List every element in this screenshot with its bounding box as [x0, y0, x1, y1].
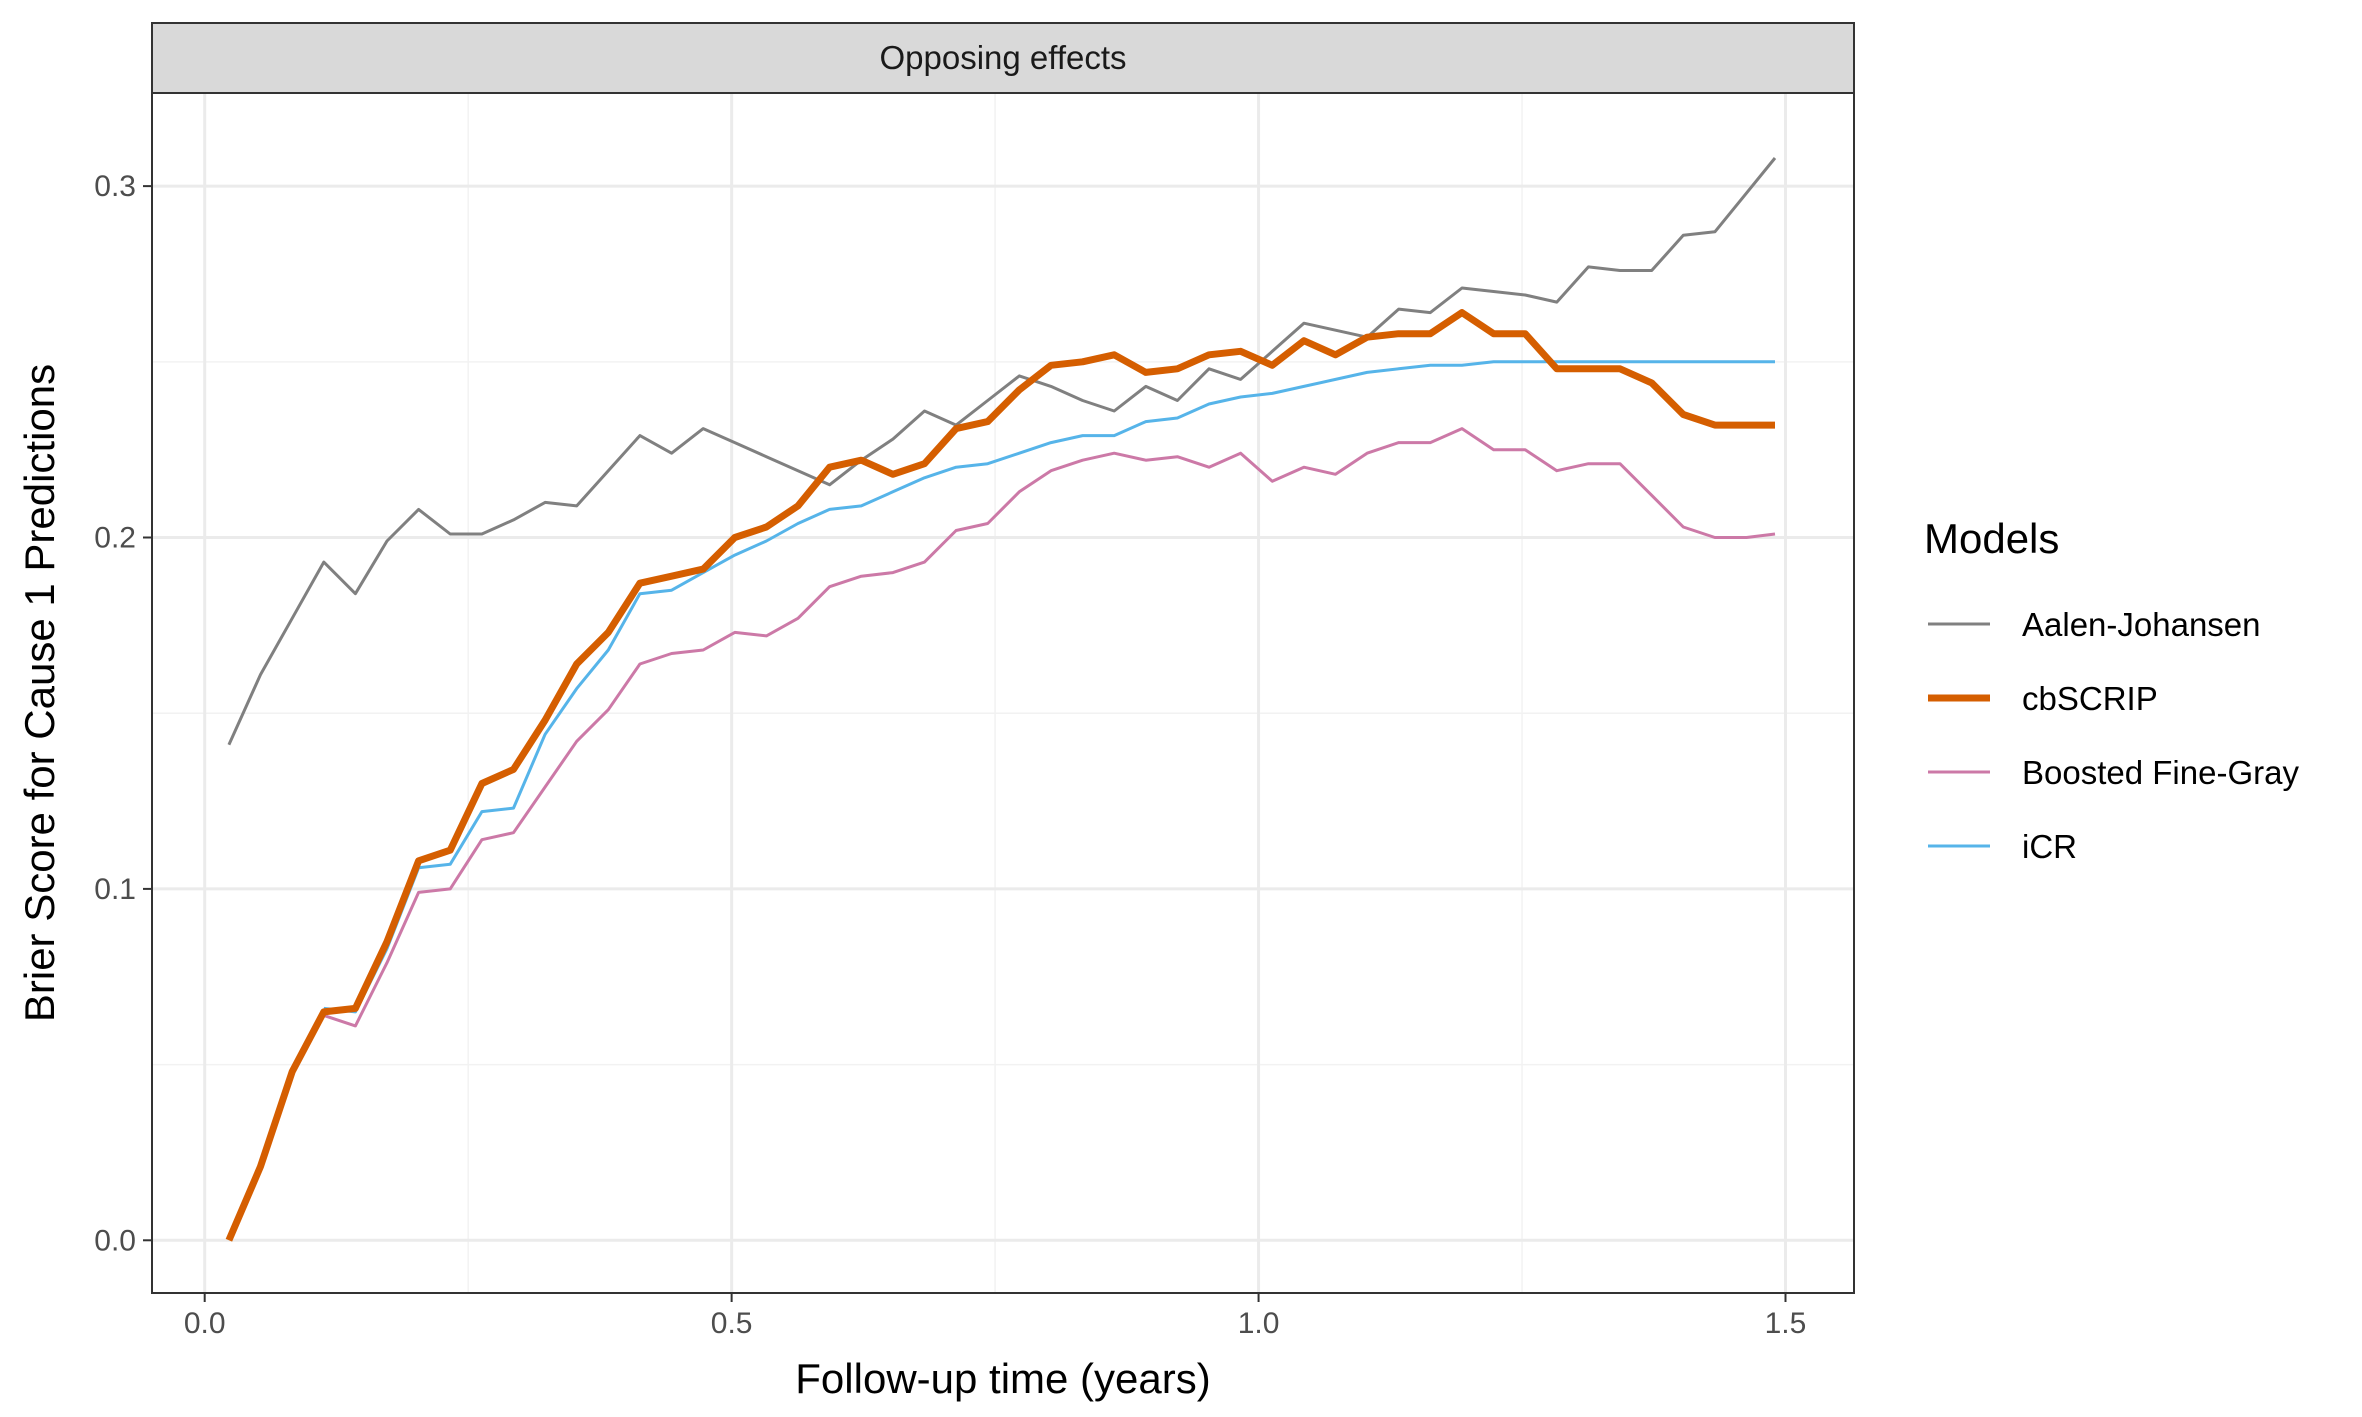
facet-strip-title: Opposing effects [879, 39, 1126, 76]
legend-label: iCR [2022, 828, 2077, 865]
legend: Models Aalen-Johansen cbSCRIP Boosted Fine… [1924, 515, 2299, 865]
legend-item: Aalen-Johansen [1928, 606, 2261, 643]
series-lines [225, 157, 1777, 1242]
x-tick-label: 1.5 [1765, 1307, 1807, 1340]
x-tick-label: 1.0 [1238, 1307, 1280, 1340]
x-tick-label: 0.5 [711, 1307, 753, 1340]
series-line-aalen-johansen [227, 157, 1777, 746]
legend-items: Aalen-Johansen cbSCRIP Boosted Fine-Gray iC… [1928, 606, 2299, 865]
facet-strip: Opposing effects [151, 22, 1855, 94]
legend-title: Models [1924, 515, 2059, 562]
facet-strip-background [151, 22, 1855, 94]
y-axis: 0.0 0.1 0.2 0.3 [94, 170, 152, 1257]
panel-background [152, 93, 1854, 1293]
y-tick-label: 0.3 [94, 170, 136, 203]
major-gridlines [152, 93, 1854, 1293]
legend-item: cbSCRIP [1928, 680, 2158, 717]
legend-item: Boosted Fine-Gray [1928, 754, 2299, 791]
plot-panel [151, 92, 1855, 1294]
series-line-boosted-fine-gray [323, 427, 1776, 1028]
legend-label: Boosted Fine-Gray [2022, 754, 2299, 791]
x-axis-title: Follow-up time (years) [795, 1355, 1210, 1402]
panel-border [151, 92, 1855, 1294]
legend-label: Aalen-Johansen [2022, 606, 2261, 643]
y-tick-label: 0.1 [94, 873, 136, 906]
legend-item: iCR [1928, 828, 2077, 865]
y-tick-label: 0.2 [94, 522, 136, 555]
legend-label: cbSCRIP [2022, 680, 2158, 717]
series-line-icr [323, 360, 1775, 1014]
series-line-cbscrip [225, 309, 1775, 1242]
x-tick-label: 0.0 [184, 1307, 226, 1340]
y-axis-title: Brier Score for Cause 1 Predictions [16, 364, 63, 1022]
x-axis: 0.0 0.5 1.0 1.5 [184, 1293, 1807, 1340]
y-tick-label: 0.0 [94, 1224, 136, 1257]
